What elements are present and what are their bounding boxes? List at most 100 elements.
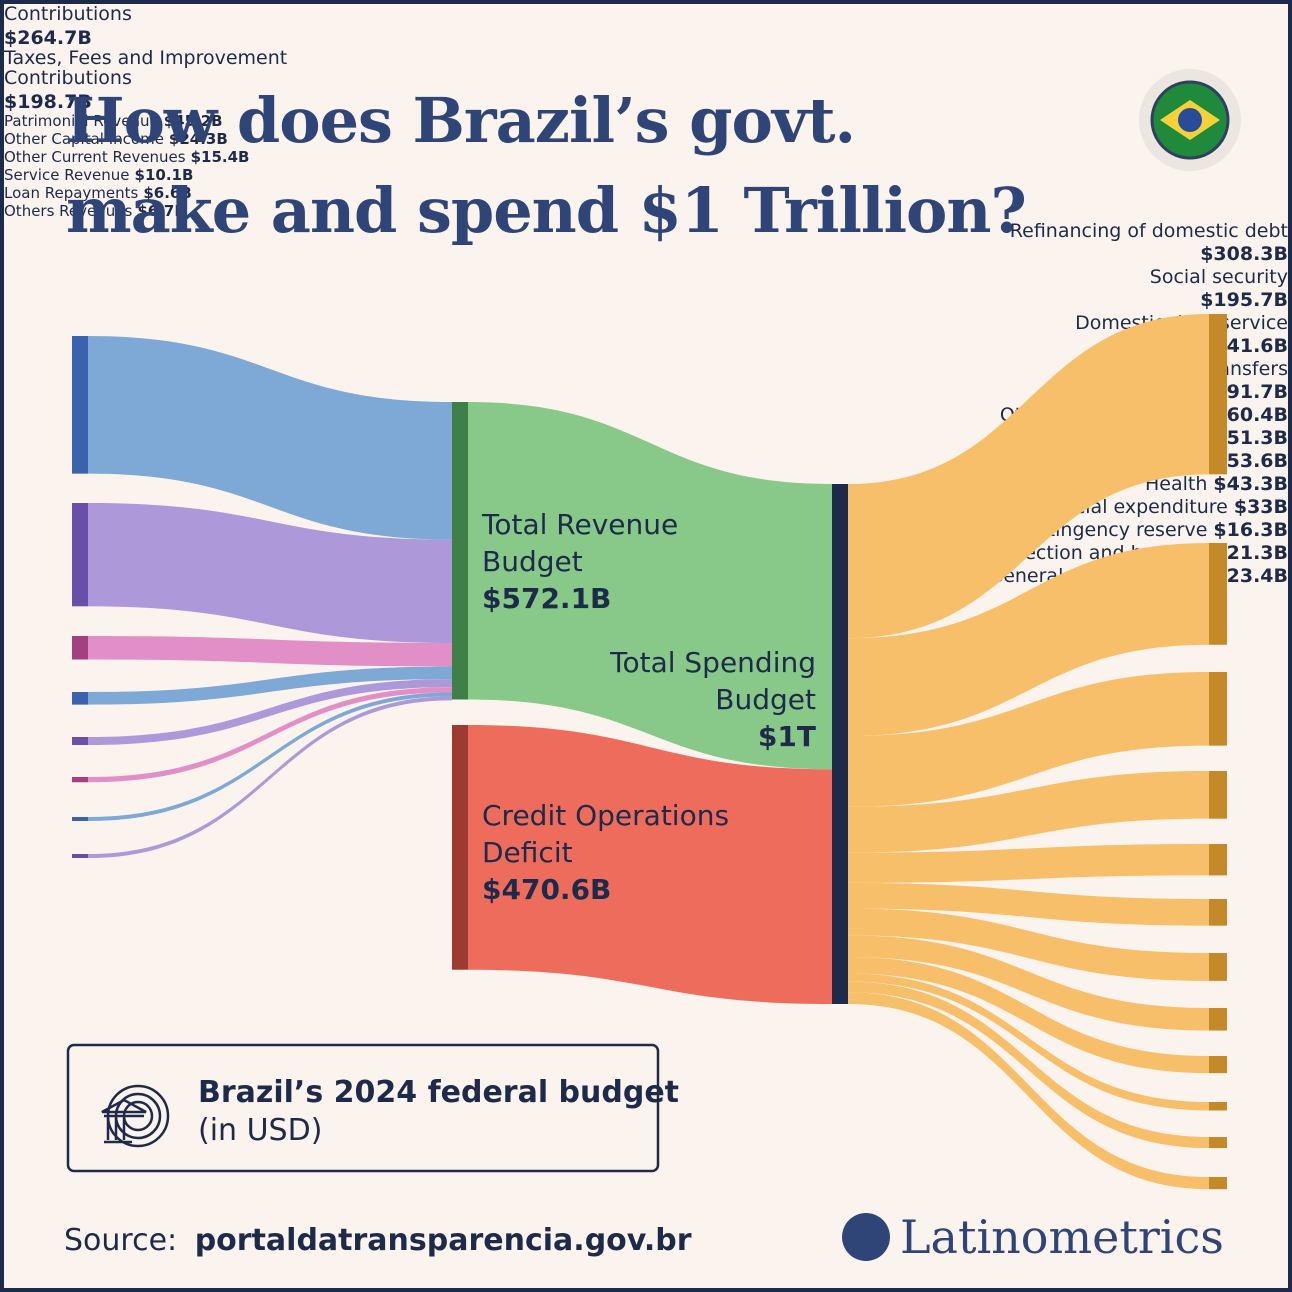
value-label: $15.4B <box>190 148 250 166</box>
node <box>1209 314 1227 475</box>
links <box>88 314 1209 1190</box>
link <box>88 687 452 783</box>
budget-label: Total Revenue Budget $572.1B <box>482 506 722 617</box>
brand-icon <box>842 1213 890 1261</box>
title-line: How does Brazil’s govt. <box>66 84 856 157</box>
value-label: $470.6B <box>482 873 612 906</box>
total-name: Total Spending Budget <box>610 646 816 716</box>
title-line: make and spend $1 Trillion? <box>66 174 1027 247</box>
node <box>1209 1056 1227 1074</box>
source-label: Others Revenues $6.7B <box>4 202 1288 220</box>
node <box>72 737 88 746</box>
link <box>848 882 1209 926</box>
source-label: Other Capital Income $24.3B <box>4 130 1288 148</box>
value-label: $24.3B <box>168 130 228 148</box>
source-name: Patrimonial Revenue <box>4 112 159 130</box>
node <box>1209 1177 1227 1190</box>
node <box>452 402 468 700</box>
link <box>848 844 1209 883</box>
budget-name: Total Revenue Budget <box>482 508 679 578</box>
link <box>848 908 1209 981</box>
link <box>88 336 452 540</box>
note-icon <box>101 1084 170 1148</box>
source: portaldatransparencia.gov.br <box>194 1223 692 1258</box>
node <box>72 692 88 705</box>
budget-label: Credit Operations Deficit $470.6B <box>482 797 762 908</box>
value-label: $1T <box>757 720 816 753</box>
value-label: $45.2B <box>163 112 223 130</box>
value-label: $23.4B <box>1213 565 1288 587</box>
node <box>72 854 88 858</box>
value-label: $60.4B <box>1213 404 1288 426</box>
node <box>452 725 468 970</box>
source-label: Source: <box>64 1223 178 1258</box>
nodes <box>72 314 1227 1190</box>
value-label: $6.7B <box>137 202 186 220</box>
value-label: $91.7B <box>1213 381 1288 403</box>
value-label: $308.3B <box>1200 243 1288 265</box>
note-box <box>66 1043 660 1173</box>
link <box>468 402 832 770</box>
use-label: Social security $195.7B <box>4 266 1288 312</box>
node <box>1209 953 1227 981</box>
link <box>848 981 1209 1149</box>
node <box>72 336 88 474</box>
link <box>88 636 452 667</box>
link <box>848 314 1209 639</box>
value-label: $33B <box>1233 496 1288 518</box>
link <box>88 679 452 746</box>
value-label: $16.3B <box>1213 519 1288 541</box>
value-label: $195.7B <box>1200 289 1288 311</box>
node <box>72 777 88 783</box>
source-label: Other Current Revenues $15.4B <box>4 148 1288 166</box>
total-label: Total Spending Budget $1T <box>576 644 816 755</box>
node <box>1209 543 1227 645</box>
link <box>468 725 832 1004</box>
node <box>1209 899 1227 926</box>
link <box>848 956 1209 1074</box>
link <box>88 696 452 858</box>
link <box>848 543 1209 737</box>
node <box>1209 1102 1227 1111</box>
link <box>88 503 452 643</box>
node <box>1209 672 1227 746</box>
note: Brazil’s 2024 federal budget <box>198 1075 680 1110</box>
value-label: $10.1B <box>134 166 194 184</box>
source-name: Loan Repayments <box>4 184 139 202</box>
value-label: $43.3B <box>1213 473 1288 495</box>
link <box>848 992 1209 1190</box>
brand: Latinometrics <box>900 1210 1224 1264</box>
use-label: Contingency reserve $16.3B <box>4 519 1288 542</box>
budget-name: Credit Operations Deficit <box>482 799 730 869</box>
use-name: Social security <box>1149 266 1288 288</box>
source-name: Taxes, Fees and Improvement Contribution… <box>4 47 288 89</box>
node <box>1209 1137 1227 1149</box>
source-line: Source: portaldatransparencia.gov.br <box>64 1222 692 1260</box>
link <box>848 935 1209 1031</box>
source-name: Other Capital Income <box>4 130 164 148</box>
use-name: Refinancing of domestic debt <box>1009 220 1288 242</box>
link <box>88 692 452 821</box>
source-name: Service Revenue <box>4 166 130 184</box>
source-label: Taxes, Fees and Improvement Contribution… <box>4 48 304 112</box>
node <box>72 503 88 607</box>
source-name: Other Current Revenues <box>4 148 186 166</box>
node <box>832 484 848 1004</box>
source-label: Service Revenue $10.1B <box>4 166 1288 184</box>
source-label: Contributions $264.7B <box>4 4 304 48</box>
value-label: $198.7B <box>4 91 92 113</box>
value-label: $53.6B <box>1213 450 1288 472</box>
source-label: Loan Repayments $6.6B <box>4 184 1288 202</box>
link <box>848 672 1209 807</box>
node <box>1209 1008 1227 1031</box>
value-label: $6.6B <box>143 184 192 202</box>
node <box>1209 771 1227 819</box>
source-name: Others Revenues <box>4 202 133 220</box>
link <box>88 666 452 705</box>
value-label: $264.7B <box>4 27 92 49</box>
source-label: Patrimonial Revenue $45.2B <box>4 112 1288 130</box>
node <box>1209 844 1227 876</box>
link <box>848 973 1209 1111</box>
flag-globe <box>1178 108 1202 132</box>
